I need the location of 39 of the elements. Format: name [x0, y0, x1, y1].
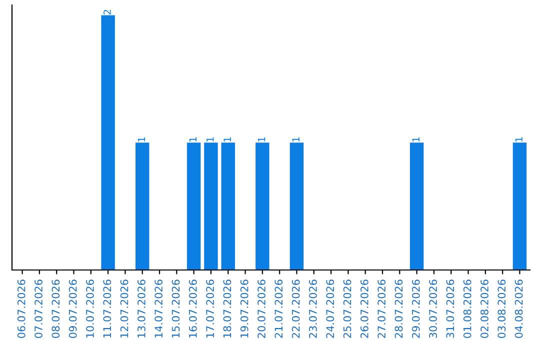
data-label: 1 [258, 137, 266, 142]
x-tick-label: 17.07.2026 [206, 280, 214, 338]
x-tick-label: 14.07.2026 [154, 280, 163, 338]
x-tick-label: 07.07.2026 [34, 280, 42, 338]
x-tick-label: 12.07.2026 [120, 280, 128, 338]
data-label: 1 [189, 137, 196, 142]
x-tick-label: 06.07.2026 [17, 280, 26, 338]
x-tick-label: 15.07.2026 [172, 280, 180, 338]
x-tick-label: 24.07.2026 [326, 280, 334, 338]
x-tick-label: 04.08.2026 [514, 280, 523, 338]
x-tick-label: 03.08.2026 [498, 280, 506, 338]
x-tick-label: 01.08.2026 [463, 280, 472, 338]
x-tick-label: 08.07.2026 [52, 280, 60, 338]
data-label: 1 [206, 137, 214, 142]
x-tick-label: 31.07.2026 [446, 280, 454, 338]
x-tick-label: 10.07.2026 [86, 280, 94, 338]
x-tick-label: 02.08.2026 [480, 280, 488, 338]
data-label: 1 [412, 137, 420, 142]
x-tick-label: 18.07.2026 [223, 280, 232, 338]
data-label: 1 [224, 137, 231, 142]
x-tick-label: 26.07.2026 [360, 280, 368, 338]
x-tick-label: 09.07.2026 [68, 280, 77, 338]
data-label: 1 [138, 137, 146, 142]
x-tick-label: 29.07.2026 [412, 280, 420, 338]
x-tick-label: 22.07.2026 [292, 280, 300, 338]
x-tick-label: 16.07.2026 [188, 280, 197, 338]
x-tick-label: 20.07.2026 [258, 280, 266, 338]
x-tick-label: 28.07.2026 [394, 280, 403, 338]
data-label: 2 [104, 10, 111, 14]
x-tick-label: 25.07.2026 [343, 280, 352, 338]
x-tick-label: 23.07.2026 [309, 280, 317, 338]
data-label: 1 [515, 137, 522, 142]
data-label: 1 [292, 137, 300, 142]
x-tick-label: 27.07.2026 [378, 280, 386, 338]
x-tick-label: 11.07.2026 [103, 280, 112, 338]
x-tick-label: 30.07.2026 [429, 280, 437, 338]
x-tick-label: 19.07.2026 [240, 280, 248, 338]
x-tick-label: 13.07.2026 [138, 280, 146, 338]
x-tick-label: 21.07.2026 [274, 280, 283, 338]
